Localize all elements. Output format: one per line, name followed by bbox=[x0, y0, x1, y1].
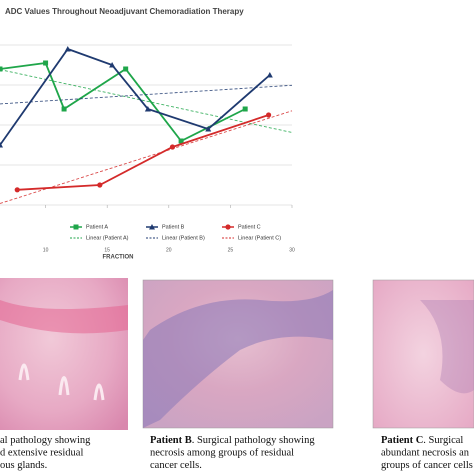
x-tick-label: 30 bbox=[289, 247, 295, 253]
series-line bbox=[0, 62, 246, 143]
caption-line: groups of cancer cells bbox=[381, 460, 473, 471]
x-tick-label: 20 bbox=[166, 247, 172, 253]
histology-image bbox=[372, 279, 474, 429]
tissue-cells bbox=[143, 290, 333, 428]
caption-text: d extensive residual bbox=[0, 448, 83, 459]
marker bbox=[205, 126, 212, 132]
caption-line: al pathology showing bbox=[0, 435, 91, 446]
caption-text: . Surgical bbox=[423, 435, 463, 446]
tissue-band bbox=[0, 300, 128, 334]
caption-text: al pathology showing bbox=[0, 435, 91, 446]
caption-text: abundant necrosis an bbox=[381, 448, 470, 459]
trendline bbox=[0, 69, 293, 133]
marker bbox=[43, 60, 49, 66]
marker bbox=[242, 106, 248, 112]
tissue-cells bbox=[420, 300, 474, 394]
x-axis-label: FRACTION bbox=[103, 255, 134, 261]
x-tick-label: 10 bbox=[43, 247, 49, 253]
marker bbox=[61, 106, 67, 112]
legend-label: Patient C bbox=[238, 224, 261, 230]
marker bbox=[265, 112, 272, 118]
caption-line: abundant necrosis an bbox=[381, 448, 470, 459]
marker bbox=[0, 66, 3, 72]
marker bbox=[149, 224, 155, 230]
series-line bbox=[17, 114, 269, 191]
x-tick-label: 25 bbox=[228, 247, 234, 253]
caption-line: d extensive residual bbox=[0, 448, 83, 459]
marker bbox=[169, 144, 176, 150]
marker bbox=[0, 142, 3, 148]
marker bbox=[109, 62, 116, 68]
caption-line: cancer cells. bbox=[150, 460, 202, 471]
marker bbox=[64, 46, 71, 52]
caption-line: Patient C. Surgical bbox=[381, 435, 463, 446]
caption-line: necrosis among groups of residual bbox=[150, 448, 294, 459]
legend-label: Patient A bbox=[86, 224, 108, 230]
caption-text: . Surgical pathology showing bbox=[192, 435, 316, 446]
caption-line: Patient B. Surgical pathology showing bbox=[150, 435, 315, 446]
histology-image bbox=[0, 278, 128, 430]
marker bbox=[266, 72, 273, 78]
legend-label: Patient B bbox=[162, 224, 185, 230]
caption-text: necrosis among groups of residual bbox=[150, 448, 294, 459]
tissue-gland bbox=[18, 363, 105, 401]
marker bbox=[73, 224, 79, 230]
marker bbox=[178, 138, 184, 144]
chart-title: ADC Values Throughout Neoadjuvant Chemor… bbox=[5, 7, 244, 16]
legend-label: Linear (Patient A) bbox=[86, 235, 129, 241]
caption-text: groups of cancer cells bbox=[381, 460, 473, 471]
marker bbox=[123, 66, 129, 72]
marker bbox=[14, 187, 20, 193]
marker bbox=[225, 224, 231, 230]
caption-bold: Patient B bbox=[150, 435, 192, 446]
x-tick-label: 15 bbox=[104, 247, 110, 253]
plot-area bbox=[0, 46, 293, 204]
series-line bbox=[0, 47, 271, 146]
marker bbox=[97, 182, 103, 188]
caption-line: ous glands. bbox=[0, 460, 47, 471]
trendline bbox=[0, 84, 293, 105]
marker bbox=[144, 106, 151, 112]
caption-bold: Patient C bbox=[381, 435, 423, 446]
legend-label: Linear (Patient C) bbox=[238, 235, 281, 241]
legend-label: Linear (Patient B) bbox=[162, 235, 205, 241]
caption-text: cancer cells. bbox=[150, 460, 202, 471]
caption-text: ous glands. bbox=[0, 460, 47, 471]
